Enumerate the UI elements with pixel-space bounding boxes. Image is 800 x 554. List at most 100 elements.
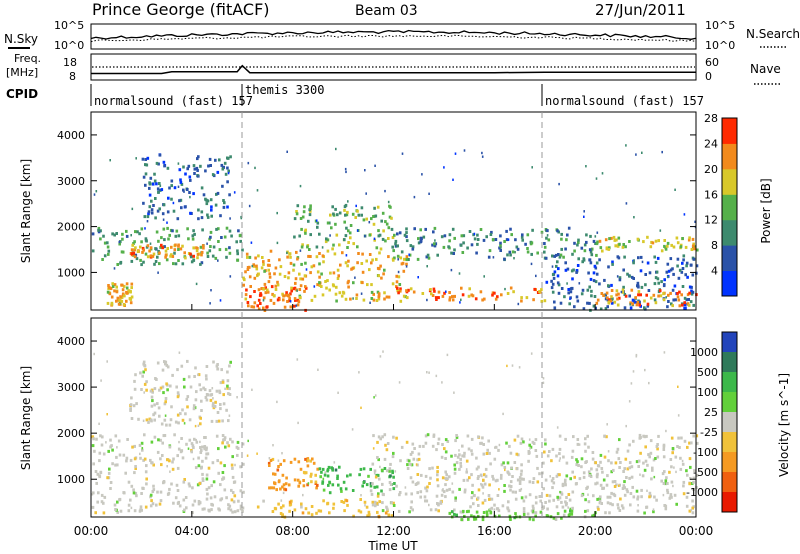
velocity-cell-546 bbox=[362, 481, 366, 484]
power-cell-1319 bbox=[196, 175, 199, 178]
power-cell-112 bbox=[193, 232, 196, 236]
power-cell-1176 bbox=[556, 274, 560, 278]
velocity-cell-1213 bbox=[444, 438, 448, 442]
power-cell-1140 bbox=[681, 261, 684, 265]
velocity-cell-1105 bbox=[685, 504, 689, 508]
power-cell-821 bbox=[493, 291, 496, 295]
power-colorbar-segment-1 bbox=[722, 245, 737, 271]
velocity-cell-983 bbox=[510, 466, 513, 470]
velocity-cell-522 bbox=[328, 491, 332, 495]
velocity-cell-1360 bbox=[358, 371, 360, 374]
power-cell-216 bbox=[111, 285, 115, 288]
power-cell-857 bbox=[515, 245, 519, 249]
velocity-cell-102 bbox=[225, 496, 228, 500]
power-cell-781 bbox=[443, 291, 446, 295]
velocity-cell-486 bbox=[316, 483, 319, 487]
velocity-cell-1297 bbox=[552, 516, 556, 520]
velocity-cell-789 bbox=[385, 469, 389, 473]
velocity-cell-1140 bbox=[479, 441, 482, 445]
velocity-cell-878 bbox=[388, 488, 392, 492]
velocity-cell-490 bbox=[298, 481, 302, 485]
time-tick-label-0: 00:00 bbox=[74, 524, 109, 538]
velocity-cell-1050 bbox=[563, 480, 567, 484]
power-cell-1263 bbox=[598, 239, 602, 243]
velocity-cell-1132 bbox=[508, 484, 511, 488]
velocity-cell-48 bbox=[208, 509, 211, 513]
velocity-cell-851 bbox=[544, 501, 547, 504]
velocity-cell-506 bbox=[373, 485, 376, 489]
power-cell-1167 bbox=[648, 271, 652, 275]
velocity-cell-1065 bbox=[519, 472, 523, 476]
velocity-cell-1424 bbox=[415, 463, 418, 466]
velocity-cell-618 bbox=[365, 505, 369, 509]
velocity-cell-1421 bbox=[453, 391, 455, 394]
power-cell-868 bbox=[482, 238, 486, 242]
velocity-cell-1255 bbox=[498, 514, 501, 518]
power-cell-693 bbox=[303, 205, 306, 209]
power-cell-817 bbox=[435, 298, 438, 301]
power-cell-931 bbox=[562, 255, 565, 259]
power-cell-1195 bbox=[635, 303, 639, 307]
velocity-cell-1398 bbox=[663, 351, 666, 354]
power-cell-139 bbox=[146, 244, 150, 248]
power-cell-899 bbox=[405, 227, 408, 231]
power-cell-1100 bbox=[669, 268, 673, 272]
power-cell-461 bbox=[341, 251, 344, 255]
velocity-cell-1415 bbox=[518, 366, 521, 369]
velocity-cell-1209 bbox=[618, 509, 622, 512]
velocity-cell-1043 bbox=[417, 452, 421, 456]
velocity-cell-1027 bbox=[482, 443, 485, 446]
power-cell-1360 bbox=[166, 221, 168, 224]
velocity-cell-253 bbox=[139, 456, 142, 460]
power-cell-974 bbox=[419, 239, 423, 243]
power-cell-1418 bbox=[481, 151, 483, 155]
velocity-cell-346 bbox=[204, 374, 208, 378]
velocity-cell-398 bbox=[156, 361, 160, 365]
velocity-cell-1056 bbox=[669, 458, 673, 461]
velocity-cell-743 bbox=[440, 455, 444, 459]
power-cell-115 bbox=[214, 256, 218, 260]
velocity-cell-79 bbox=[174, 496, 178, 500]
velocity-cell-528 bbox=[349, 473, 352, 477]
power-cell-1007 bbox=[667, 269, 671, 273]
power-cell-1433 bbox=[492, 256, 495, 259]
power-cell-526 bbox=[287, 276, 290, 280]
velocity-cell-544 bbox=[323, 473, 327, 477]
velocity-cell-1364 bbox=[618, 484, 620, 487]
power-cell-914 bbox=[460, 234, 464, 238]
velocity-cell-81 bbox=[161, 441, 164, 445]
velocity-cell-1086 bbox=[689, 465, 692, 469]
velocity-cell-1288 bbox=[592, 513, 596, 517]
power-cell-666 bbox=[331, 247, 334, 251]
velocity-cell-1134 bbox=[622, 484, 626, 488]
velocity-cell-1249 bbox=[448, 511, 452, 515]
power-cell-388 bbox=[162, 203, 166, 207]
nsky-panel-frame bbox=[90, 23, 697, 50]
power-cell-616 bbox=[242, 276, 245, 280]
power-cell-1324 bbox=[93, 193, 96, 196]
power-cell-769 bbox=[491, 293, 494, 297]
power-cell-143 bbox=[139, 245, 142, 249]
power-cell-881 bbox=[558, 255, 562, 259]
power-cell-1039 bbox=[690, 292, 694, 296]
velocity-cell-635 bbox=[413, 447, 416, 450]
velocity-cell-129 bbox=[149, 493, 153, 497]
power-cell-869 bbox=[405, 235, 408, 239]
velocity-cell-136 bbox=[181, 456, 185, 460]
velocity-cell-395 bbox=[228, 387, 231, 391]
power-cell-1211 bbox=[643, 299, 646, 303]
velocity-cell-94 bbox=[170, 482, 173, 486]
velocity-cell-563 bbox=[390, 514, 394, 518]
velocity-cell-341 bbox=[222, 393, 225, 397]
power-cell-788 bbox=[437, 296, 440, 300]
power-cell-1408 bbox=[149, 242, 152, 245]
velocity-cell-692 bbox=[590, 467, 593, 471]
velocity-cell-1014 bbox=[616, 503, 620, 507]
power-ytick-tick-label-2: 3000 bbox=[57, 175, 85, 188]
power-cell-1399 bbox=[408, 253, 410, 256]
velocity-cell-1378 bbox=[480, 483, 482, 486]
velocity-cell-261 bbox=[222, 476, 226, 480]
power-cell-643 bbox=[377, 294, 381, 298]
power-cell-898 bbox=[436, 253, 439, 257]
